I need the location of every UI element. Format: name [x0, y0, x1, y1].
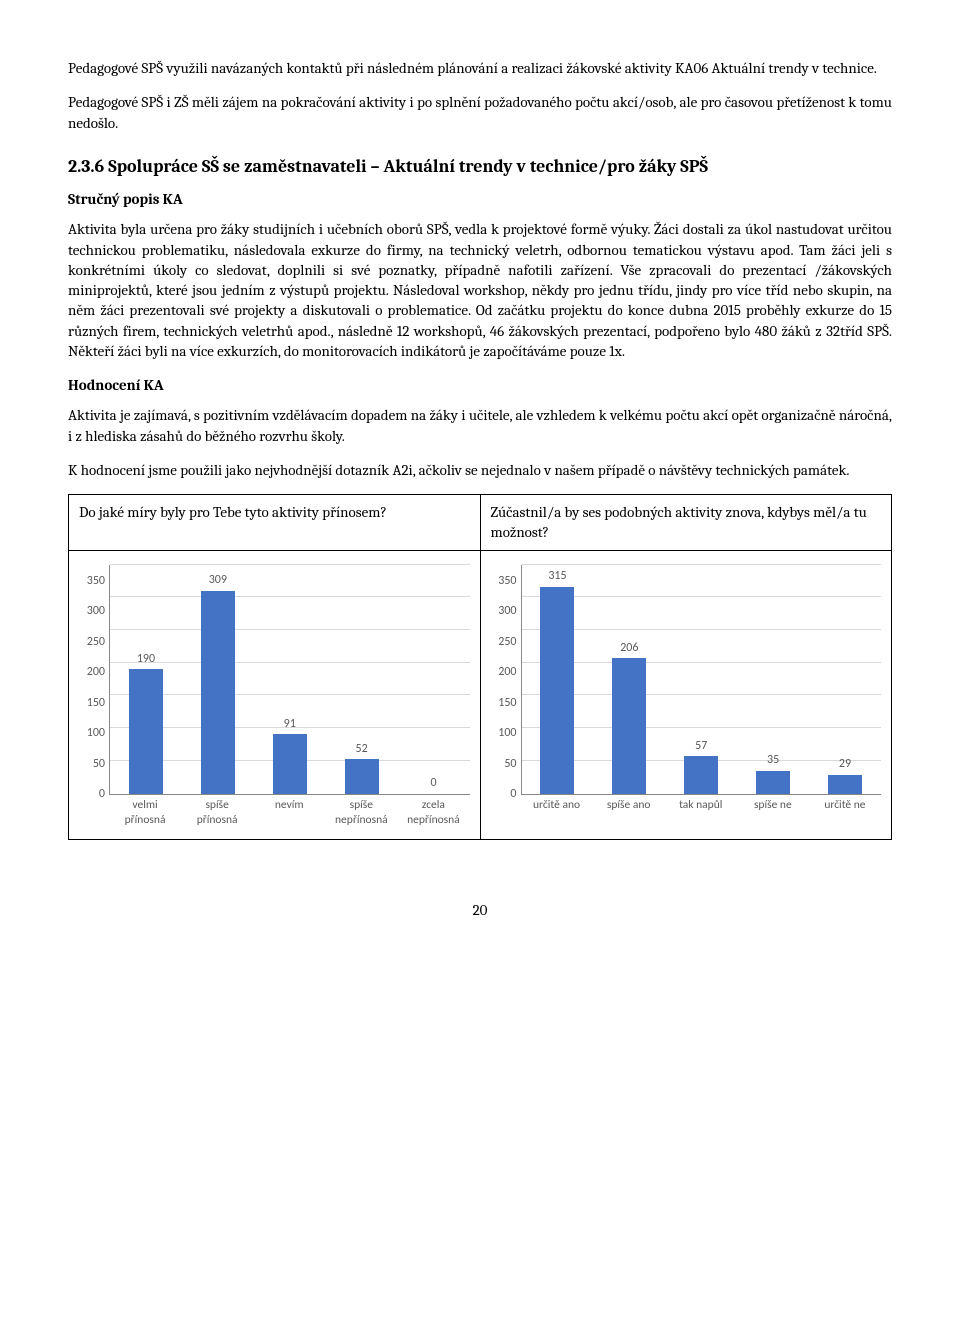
bar-group: 91 [254, 716, 326, 794]
bar-group: 315 [522, 568, 594, 793]
bar [273, 734, 307, 794]
x-tick-label: zcelanepřínosná [397, 798, 469, 829]
bar [756, 771, 790, 794]
questions-table: Do jaké míry byly pro Tebe tyto aktivity… [68, 494, 892, 840]
intro-paragraph-1: Pedagogové SPŠ využili navázaných kontak… [68, 58, 892, 78]
bar-value-label: 35 [767, 752, 779, 768]
bar-value-label: 0 [430, 775, 436, 791]
x-tick-label: určitě ne [809, 798, 881, 814]
bar-value-label: 29 [839, 756, 851, 772]
bar-group: 206 [593, 640, 665, 794]
chart-cell-left: 05010015020025030035019030991520velmipří… [69, 550, 481, 839]
x-tick-label: tak napůl [665, 798, 737, 814]
intro-paragraph-2: Pedagogové SPŠ i ZŠ měli zájem na pokrač… [68, 92, 892, 133]
bar-group: 57 [665, 738, 737, 794]
chart-left: 05010015020025030035019030991520velmipří… [79, 565, 470, 829]
y-tick-label: 50 [491, 756, 517, 772]
chart-cell-right: 0 50 100 150 200 250 300 350 315 206 57 35 29 určitě … [480, 550, 892, 839]
bar-value-label: 52 [356, 741, 368, 757]
bar [684, 756, 718, 793]
y-tick-label: 300 [79, 603, 105, 619]
y-tick-label: 150 [491, 695, 517, 711]
y-tick-label: 100 [491, 725, 517, 741]
bar [201, 591, 235, 794]
bar-value-label: 309 [209, 572, 227, 588]
question-cell-left: Do jaké míry byly pro Tebe tyto aktivity… [69, 495, 481, 551]
y-tick-label: 200 [491, 664, 517, 680]
bar [345, 759, 379, 793]
x-tick-label: určitě ano [521, 798, 593, 814]
bar [129, 669, 163, 794]
y-tick-label: 250 [79, 634, 105, 650]
bar [540, 587, 574, 794]
bar-value-label: 190 [137, 651, 155, 667]
chart-right: 0 50 100 150 200 250 300 350 315 206 57 35 29 určitě … [491, 565, 882, 814]
x-tick-label: spíšepřínosná [181, 798, 253, 829]
y-tick-label: 300 [491, 603, 517, 619]
question-cell-right: Zúčastnil/a by ses podobných aktivity zn… [480, 495, 892, 551]
y-tick-label: 250 [491, 634, 517, 650]
y-tick-label: 100 [79, 725, 105, 741]
bar-group: 190 [110, 651, 182, 794]
y-tick-label: 350 [491, 573, 517, 589]
body-paragraph-3: K hodnocení jsme použili jako nejvhodněj… [68, 460, 892, 480]
bar [828, 775, 862, 794]
bar-group: 0 [398, 775, 470, 793]
bar-group: 35 [737, 752, 809, 793]
x-tick-label: spíše ano [593, 798, 665, 814]
y-tick-label: 0 [79, 786, 105, 802]
bar-value-label: 315 [548, 568, 566, 584]
page-number: 20 [68, 900, 892, 920]
bar-group: 29 [809, 756, 881, 793]
body-paragraph-2: Aktivita je zajímavá, s pozitivním vzděl… [68, 405, 892, 446]
x-tick-label: spíšenepřínosná [325, 798, 397, 829]
body-paragraph-1: Aktivita byla určena pro žáky studijních… [68, 219, 892, 361]
bar-group: 52 [326, 741, 398, 793]
section-heading: 2.3.6 Spolupráce SŠ se zaměstnavateli – … [68, 155, 892, 179]
x-tick-label: velmipřínosná [109, 798, 181, 829]
y-tick-label: 350 [79, 573, 105, 589]
bar [612, 658, 646, 793]
bar-value-label: 57 [695, 738, 707, 754]
y-tick-label: 200 [79, 664, 105, 680]
subheading-popis: Stručný popis KA [68, 189, 892, 209]
x-tick-label: spíše ne [737, 798, 809, 814]
bar-group: 309 [182, 572, 254, 793]
y-tick-label: 150 [79, 695, 105, 711]
x-tick-label: nevím [253, 798, 325, 829]
bar-value-label: 91 [284, 716, 296, 732]
y-tick-label: 0 [491, 786, 517, 802]
y-tick-label: 50 [79, 756, 105, 772]
subheading-hodnoceni: Hodnocení KA [68, 375, 892, 395]
bar-value-label: 206 [620, 640, 638, 656]
